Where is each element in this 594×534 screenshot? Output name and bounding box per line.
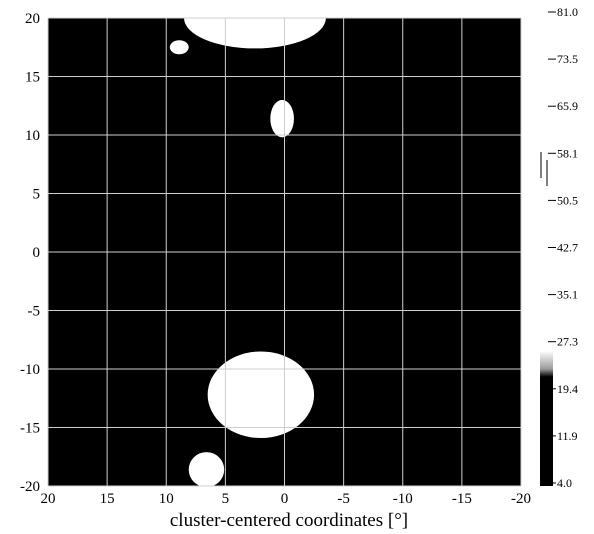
- x-tick-label: -10: [393, 491, 413, 507]
- colorbar: [540, 226, 553, 486]
- colorbar-tick-label: 81.0: [557, 5, 578, 19]
- x-tick-label: 10: [159, 491, 174, 507]
- grid-lines: [47, 17, 522, 487]
- y-tick-label: -10: [20, 362, 40, 378]
- y-tick-label: -20: [20, 479, 40, 495]
- colorbar-tick-label: 4.0: [557, 476, 572, 490]
- x-tick-label: 20: [41, 491, 56, 507]
- colorbar-tick-label: 73.5: [557, 52, 578, 66]
- x-axis-ticks: 20 15 10 5 0 -5 -10 -15 -20: [41, 491, 532, 507]
- x-axis-label: cluster-centered coordinates [°]: [170, 510, 408, 531]
- colorbar-tick-label: 19.4: [557, 382, 578, 396]
- y-axis-ticks: 20 15 10 5 0 -5 -10 -15 -20: [20, 11, 40, 495]
- colorbar-tick-label: 50.5: [557, 193, 578, 207]
- colorbar-tick-label: 35.1: [557, 288, 578, 302]
- x-tick-label: 5: [222, 491, 230, 507]
- colorbar-tick-label: 58.1: [557, 146, 578, 160]
- x-tick-label: -5: [337, 491, 350, 507]
- x-tick-label: -20: [511, 491, 531, 507]
- heatmap-blob-2: [270, 99, 294, 138]
- y-tick-label: 5: [33, 187, 41, 203]
- y-tick-label: 15: [25, 70, 40, 86]
- y-tick-label: -15: [20, 421, 40, 437]
- colorbar-tick-label: 42.7: [557, 241, 578, 255]
- heatmap-blob-0: [184, 18, 326, 49]
- colorbar-tick-label: 27.3: [557, 335, 578, 349]
- heatmap-blobs: [169, 18, 326, 486]
- y-tick-label: -5: [28, 304, 41, 320]
- heatmap-blob-1: [169, 40, 189, 55]
- heatmap-blob-4: [188, 452, 225, 486]
- colorbar-tick-label: 11.9: [557, 429, 578, 443]
- colorbar-ticks: 81.0 73.5 65.9 58.1 50.5 42.7 35.1 27.3 19.4 11.9…: [540, 5, 578, 490]
- x-tick-label: 15: [100, 491, 115, 507]
- y-tick-label: 10: [25, 128, 40, 144]
- heatmap-blob-3: [207, 351, 315, 439]
- x-tick-label: -15: [452, 491, 472, 507]
- y-tick-label: 0: [33, 245, 41, 261]
- y-tick-label: 20: [25, 11, 40, 27]
- colorbar-tick-label: 65.9: [557, 99, 578, 113]
- x-tick-label: 0: [281, 491, 289, 507]
